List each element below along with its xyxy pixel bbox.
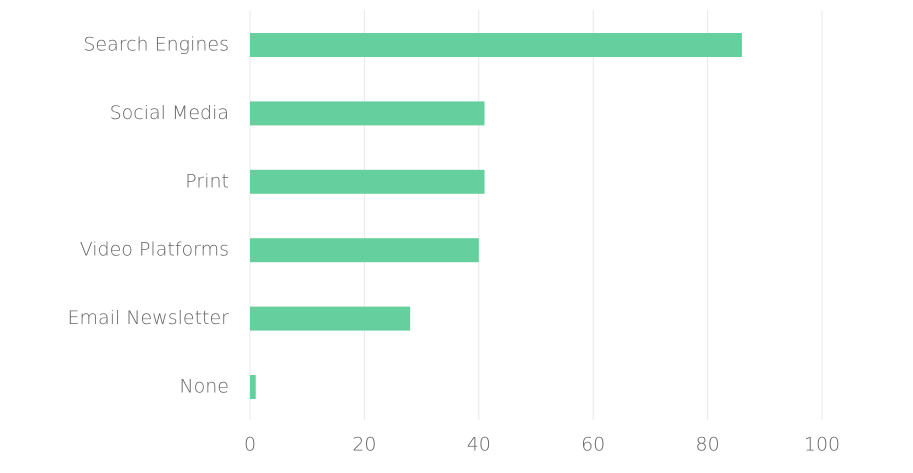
y-tick-label: Print: [185, 170, 229, 192]
x-tick-label: 80: [696, 434, 720, 456]
x-tick-label: 100: [804, 434, 840, 456]
y-tick-label: None: [179, 376, 229, 398]
x-tick-label: 0: [244, 434, 256, 456]
x-tick-label: 60: [581, 434, 605, 456]
bar: [250, 101, 485, 126]
bar: [250, 33, 742, 57]
y-tick-label: Search Engines: [83, 34, 229, 56]
y-tick-label: Social Media: [110, 102, 229, 124]
y-tick-label: Video Platforms: [80, 239, 229, 261]
bar: [250, 238, 479, 263]
bar: [250, 169, 485, 194]
bar: [250, 306, 411, 331]
x-tick-label: 40: [467, 434, 491, 456]
bar: [250, 375, 256, 399]
y-tick-label: Email Newsletter: [68, 307, 230, 329]
x-tick-label: 20: [352, 434, 376, 456]
